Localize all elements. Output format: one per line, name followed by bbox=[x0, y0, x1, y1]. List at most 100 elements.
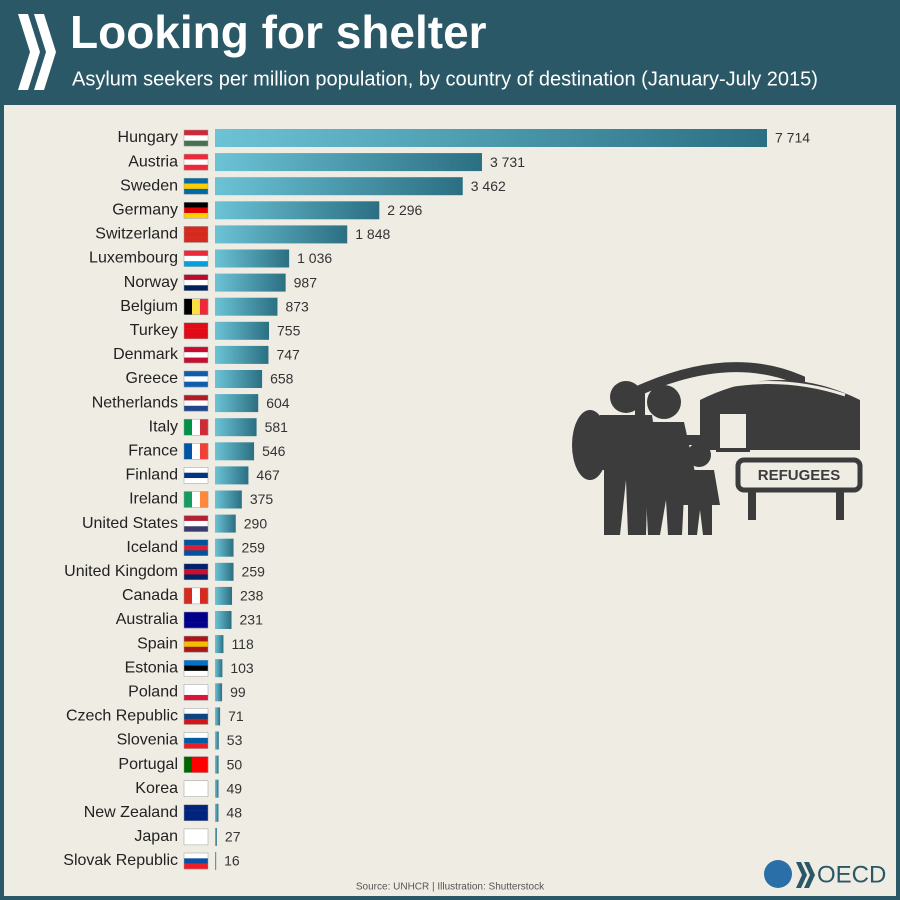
bar bbox=[215, 514, 236, 533]
flag bbox=[183, 202, 209, 219]
flag-stripe bbox=[184, 328, 208, 334]
bar bbox=[215, 370, 263, 388]
value-label: 747 bbox=[276, 347, 300, 363]
flag-stripe bbox=[184, 250, 208, 257]
flag-stripe bbox=[184, 478, 208, 484]
flag-border bbox=[183, 659, 209, 677]
value-label: 118 bbox=[231, 636, 254, 652]
flag-stripe bbox=[184, 255, 208, 262]
value-label: 50 bbox=[227, 756, 243, 772]
bar bbox=[215, 635, 224, 654]
category-label: Netherlands bbox=[92, 394, 178, 411]
bar bbox=[215, 779, 219, 798]
value-label: 103 bbox=[230, 660, 254, 676]
flag-stripe bbox=[184, 515, 208, 522]
bar bbox=[215, 586, 233, 605]
flag-border bbox=[183, 418, 209, 436]
flag-stripe bbox=[184, 419, 193, 436]
flag-stripe bbox=[184, 617, 208, 623]
flag-stripe bbox=[184, 689, 208, 696]
flag bbox=[183, 539, 209, 556]
category-label: Italy bbox=[149, 418, 178, 435]
value-label: 1 848 bbox=[355, 226, 390, 242]
flag-border bbox=[183, 443, 209, 460]
value-label: 48 bbox=[226, 805, 242, 821]
flag-stripe bbox=[192, 298, 201, 315]
flag-stripe bbox=[184, 472, 208, 479]
flag-stripe bbox=[184, 357, 208, 364]
flag-border bbox=[183, 804, 209, 822]
flag-stripe bbox=[192, 491, 201, 508]
flag bbox=[183, 153, 209, 171]
category-label: Sweden bbox=[120, 177, 178, 194]
flag-border bbox=[183, 732, 209, 749]
flag-border bbox=[183, 153, 209, 171]
category-label: Germany bbox=[112, 202, 178, 219]
bar bbox=[215, 418, 257, 437]
flag bbox=[183, 491, 209, 508]
category-label: Canada bbox=[122, 587, 178, 604]
sign-label: REFUGEES bbox=[758, 467, 841, 484]
flag-stripe bbox=[184, 130, 208, 136]
flag-stripe bbox=[184, 853, 208, 859]
category-label: Iceland bbox=[126, 539, 178, 556]
value-label: 1 036 bbox=[297, 250, 332, 266]
flag-stripe bbox=[184, 665, 208, 672]
flag-stripe bbox=[184, 545, 208, 551]
category-label: Norway bbox=[124, 274, 178, 291]
value-label: 375 bbox=[250, 491, 274, 507]
flag-stripe bbox=[184, 178, 208, 184]
flag-stripe bbox=[184, 646, 208, 653]
flag-stripe bbox=[192, 443, 201, 460]
value-label: 16 bbox=[224, 853, 240, 869]
flag-stripe bbox=[184, 467, 208, 473]
flag-stripe bbox=[184, 520, 208, 527]
flag-border bbox=[183, 491, 209, 508]
value-label: 546 bbox=[262, 443, 286, 459]
flag-stripe bbox=[184, 395, 208, 401]
flag bbox=[183, 443, 209, 460]
flag-stripe bbox=[184, 237, 208, 243]
flag-stripe bbox=[184, 834, 208, 840]
flag-stripe bbox=[184, 140, 208, 147]
flag-stripe bbox=[184, 279, 208, 286]
flag-stripe bbox=[184, 810, 208, 816]
flag-border bbox=[183, 780, 209, 797]
value-label: 3 462 bbox=[471, 178, 506, 194]
flag-border bbox=[183, 515, 209, 532]
flag bbox=[183, 635, 209, 653]
flag-stripe bbox=[184, 371, 208, 377]
flag bbox=[183, 611, 209, 629]
flag bbox=[183, 515, 209, 532]
flag-stripe bbox=[184, 670, 208, 677]
flag-stripe bbox=[184, 400, 208, 406]
flag-stripe bbox=[184, 612, 208, 618]
bar bbox=[215, 129, 767, 147]
category-label: Korea bbox=[135, 780, 178, 797]
header-logo bbox=[18, 14, 56, 90]
flag-stripe bbox=[200, 587, 209, 604]
flag bbox=[183, 274, 209, 291]
flag bbox=[183, 226, 209, 243]
bar bbox=[215, 273, 286, 292]
flag-border bbox=[183, 370, 209, 388]
bar bbox=[215, 394, 259, 413]
bar bbox=[215, 490, 242, 509]
value-label: 53 bbox=[227, 732, 243, 748]
value-label: 290 bbox=[244, 515, 268, 531]
bar bbox=[215, 659, 223, 678]
flag-stripe bbox=[184, 381, 208, 388]
flag-stripe bbox=[184, 641, 208, 647]
flag-stripe bbox=[184, 491, 193, 508]
flag-stripe bbox=[184, 694, 208, 701]
flag-stripe bbox=[184, 786, 208, 792]
value-label: 71 bbox=[228, 708, 244, 724]
flag-stripe bbox=[200, 491, 209, 508]
bar bbox=[215, 827, 217, 846]
flag-stripe bbox=[184, 839, 208, 846]
flag-stripe bbox=[184, 154, 208, 160]
category-label: Spain bbox=[137, 635, 178, 652]
value-label: 755 bbox=[277, 323, 301, 339]
flag bbox=[183, 732, 209, 749]
value-label: 7 714 bbox=[775, 130, 810, 146]
